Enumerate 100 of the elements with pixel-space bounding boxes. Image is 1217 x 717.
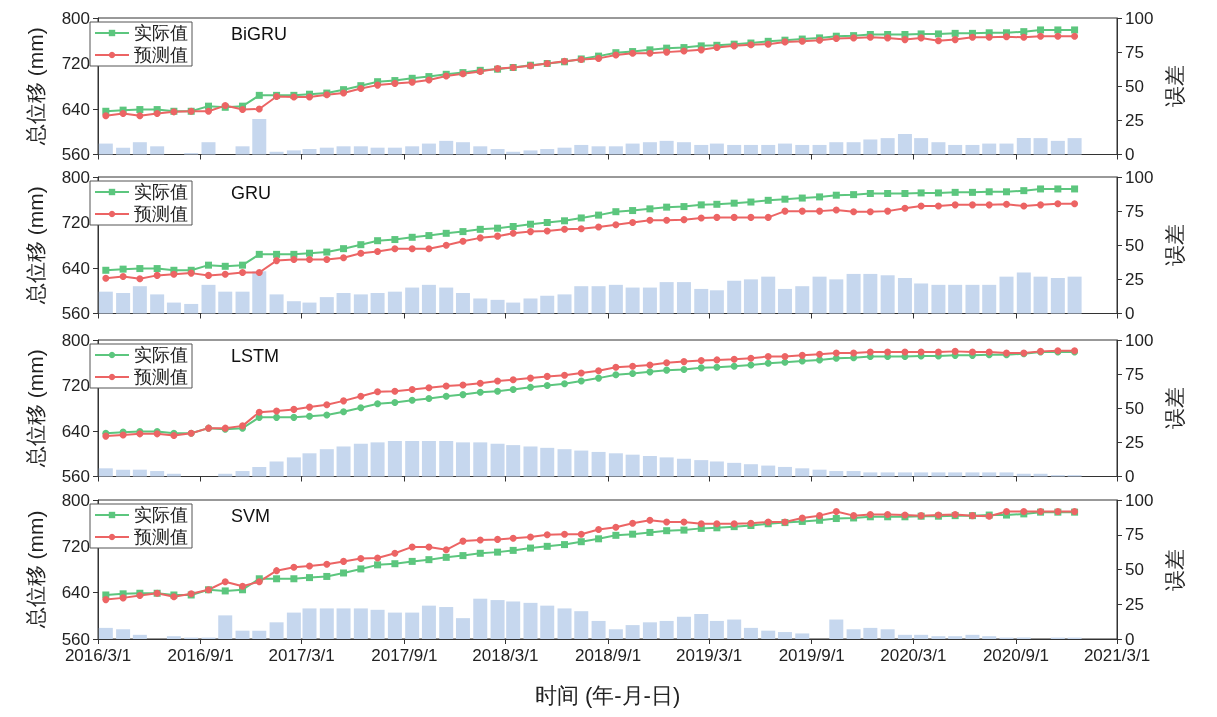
y2-axis-title: 误差	[1163, 387, 1187, 430]
bar	[286, 301, 301, 314]
point	[832, 191, 840, 199]
bar	[218, 291, 233, 314]
point	[663, 216, 671, 224]
point	[663, 203, 671, 211]
point	[850, 349, 858, 357]
bar	[218, 473, 233, 477]
bar	[116, 629, 131, 639]
point	[884, 34, 892, 42]
bar	[608, 146, 623, 155]
point	[866, 348, 874, 356]
bar	[439, 441, 454, 477]
y-axis-title: 总位移 (mm)	[24, 349, 47, 469]
bar	[982, 143, 997, 155]
point	[374, 400, 382, 408]
point	[866, 189, 874, 197]
point	[239, 261, 247, 269]
bar	[914, 472, 929, 477]
bar	[795, 468, 810, 477]
bar	[353, 608, 368, 639]
bar	[132, 286, 147, 314]
point	[747, 354, 755, 362]
point	[459, 228, 467, 236]
point	[612, 523, 620, 531]
point	[374, 554, 382, 562]
point	[781, 195, 789, 203]
bar	[387, 441, 402, 477]
bar	[761, 144, 776, 155]
point	[476, 379, 484, 387]
point	[290, 563, 298, 571]
bar	[659, 140, 674, 155]
point	[713, 356, 721, 364]
bar	[880, 472, 895, 477]
bar	[709, 461, 724, 477]
point	[442, 241, 450, 249]
point	[629, 362, 637, 370]
point	[713, 363, 721, 371]
point	[816, 350, 824, 358]
point	[1037, 201, 1045, 209]
y2-tick-label: 100	[1125, 167, 1154, 187]
bar	[829, 142, 844, 155]
point	[951, 201, 959, 209]
bar	[286, 150, 301, 155]
point	[494, 224, 502, 232]
y2-axis-title: 误差	[1163, 548, 1187, 591]
point	[357, 404, 365, 412]
point	[832, 508, 840, 516]
y2-axis-title: 误差	[1163, 65, 1187, 108]
y2-tick-label: 100	[1125, 330, 1154, 350]
bar	[166, 473, 181, 477]
y-tick-label: 640	[61, 583, 90, 603]
bar	[439, 607, 454, 639]
point	[646, 216, 654, 224]
point	[306, 249, 313, 257]
point	[273, 250, 281, 258]
y-tick-label: 720	[61, 213, 90, 232]
point	[323, 401, 331, 409]
point	[494, 548, 502, 556]
point	[527, 533, 534, 541]
point	[509, 534, 517, 542]
point	[425, 232, 433, 240]
point	[459, 391, 467, 399]
bar	[336, 146, 351, 155]
point	[612, 531, 620, 539]
y2-tick-label: 0	[1125, 145, 1135, 164]
point	[934, 202, 942, 210]
point	[543, 219, 551, 226]
point	[968, 201, 976, 209]
x-tick-label: 2020/3/1	[880, 646, 947, 665]
bar	[150, 471, 165, 477]
y-tick-label: 720	[61, 376, 90, 395]
bar	[948, 472, 963, 477]
y-axis-title: 总位移 (mm)	[24, 186, 47, 306]
bar	[880, 629, 895, 639]
bar	[795, 144, 810, 155]
point	[680, 358, 688, 366]
bar	[235, 630, 250, 639]
point	[459, 552, 467, 560]
y2-tick-label: 0	[1125, 629, 1135, 649]
point	[543, 372, 551, 380]
bar	[557, 608, 572, 639]
point	[951, 29, 959, 37]
point	[290, 405, 298, 413]
bar	[353, 294, 368, 314]
bar	[455, 618, 470, 639]
bar	[421, 441, 436, 477]
point	[221, 270, 229, 278]
point	[764, 359, 772, 367]
bar	[473, 598, 488, 639]
bar	[132, 142, 147, 155]
point	[494, 387, 502, 395]
point	[1037, 26, 1045, 34]
point	[442, 229, 450, 237]
y2-tick-label: 25	[1125, 110, 1144, 130]
bar	[370, 442, 385, 477]
point	[526, 544, 534, 552]
bar	[999, 276, 1014, 314]
point	[816, 512, 824, 520]
point	[357, 392, 365, 400]
